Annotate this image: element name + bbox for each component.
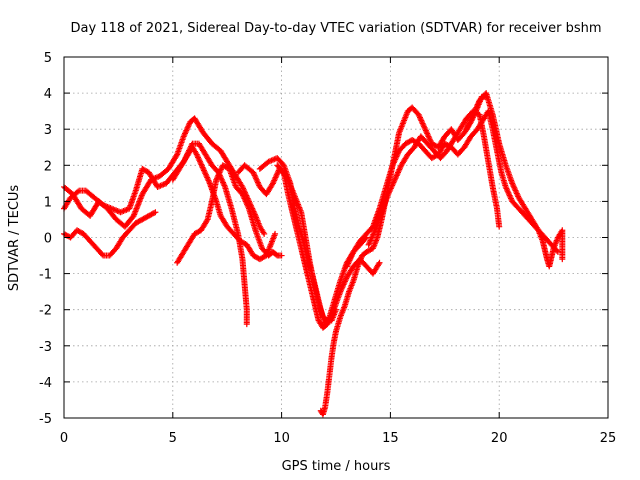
data-point-marker (559, 256, 566, 263)
y-tick-label: -1 (39, 268, 52, 283)
y-tick-label: -2 (39, 304, 52, 319)
data-point-marker (554, 248, 561, 255)
y-tick-label: 4 (44, 87, 52, 102)
series-track-12 (463, 90, 566, 270)
data-point-marker (261, 230, 268, 237)
y-tick-label: 1 (44, 195, 52, 210)
data-point-marker (243, 321, 250, 328)
data-point-marker (278, 252, 285, 259)
x-tick-label: 15 (382, 431, 399, 446)
x-tick-label: 0 (60, 431, 68, 446)
data-point-marker (151, 209, 158, 216)
y-tick-label: -4 (39, 376, 52, 391)
data-point-marker (496, 223, 503, 230)
x-tick-label: 25 (600, 431, 617, 446)
x-tick-label: 20 (491, 431, 508, 446)
x-axis-label: GPS time / hours (282, 459, 391, 474)
y-tick-label: 5 (44, 51, 52, 66)
y-tick-label: 2 (44, 159, 52, 174)
data-point-marker (74, 188, 81, 195)
series-track-3 (61, 209, 159, 259)
data-point-marker (375, 261, 382, 268)
data-point-marker (173, 152, 180, 159)
data-point-marker (152, 209, 159, 216)
y-tick-label: 3 (44, 123, 52, 138)
series-track-8 (274, 162, 383, 331)
y-tick-label: -5 (39, 412, 52, 427)
x-tick-label: 10 (273, 431, 290, 446)
grid-layer (64, 57, 608, 418)
data-layer (61, 90, 566, 418)
tick-layer: 0 5 10 15 20 25 -5 -4 -3 -2 -1 0 1 2 3 4 5 (39, 51, 616, 446)
chart-title: Day 118 of 2021, Sidereal Day-to-day VTE… (70, 21, 601, 36)
series-track-5 (169, 144, 279, 263)
data-point-marker (376, 259, 383, 266)
y-axis-label: SDTVAR / TECUs (7, 185, 22, 292)
data-point-marker (272, 230, 279, 237)
data-point-marker (553, 247, 560, 254)
x-tick-label: 5 (169, 431, 177, 446)
data-point-marker (99, 251, 106, 258)
data-point-marker (279, 168, 286, 175)
y-tick-label: -3 (39, 340, 52, 355)
y-tick-label: 0 (44, 232, 52, 247)
series-track-9 (317, 93, 490, 418)
data-point-marker (203, 217, 210, 224)
